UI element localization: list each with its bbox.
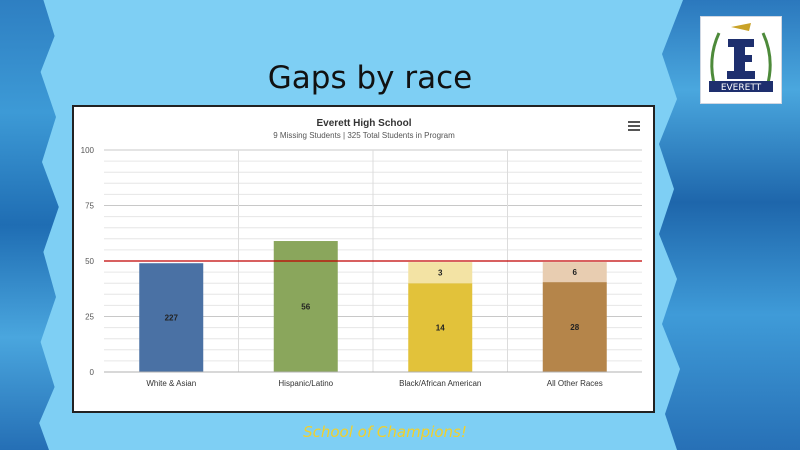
bar-segment[interactable]	[273, 241, 338, 372]
y-tick-label: 0	[90, 368, 95, 377]
y-tick-label: 50	[85, 257, 94, 266]
data-label: 3	[438, 269, 443, 278]
x-tick-label: Black/African American	[399, 379, 481, 388]
bar-segment[interactable]	[408, 262, 473, 284]
chart-subtitle: 9 Missing Students | 325 Total Students …	[273, 131, 455, 140]
bar-segment[interactable]	[542, 282, 607, 372]
y-tick-label: 100	[81, 146, 95, 155]
x-tick-label: All Other Races	[547, 379, 603, 388]
footer-slogan: School of Champions!	[303, 423, 467, 441]
data-label: 14	[436, 324, 445, 333]
bar-segment[interactable]	[542, 262, 607, 283]
y-tick-label: 75	[85, 202, 94, 211]
data-label: 28	[570, 323, 579, 332]
bar-segment[interactable]	[408, 283, 473, 372]
school-logo: EVERETT	[700, 16, 782, 104]
bar-segment[interactable]	[139, 263, 204, 372]
x-tick-label: Hispanic/Latino	[278, 379, 333, 388]
hamburger-menu-icon[interactable]	[628, 121, 640, 131]
slide-title: Gaps by race	[267, 60, 473, 96]
data-label: 6	[573, 268, 578, 277]
logo-text: EVERETT	[721, 83, 762, 93]
bar-chart: Everett High School 9 Missing Students |…	[81, 118, 642, 388]
y-tick-label: 25	[85, 313, 94, 322]
chart-bars: 227 56 14 3 28 6	[139, 241, 607, 372]
data-label: 56	[301, 303, 310, 312]
x-tick-label: White & Asian	[146, 379, 196, 388]
chart-axis: 0 25 50 75 100 White & Asian Hispanic/Latino Bl…	[81, 146, 642, 388]
data-label: 227	[165, 314, 179, 323]
chart-panel: Everett High School 9 Missing Students |…	[72, 105, 655, 413]
chart-title: Everett High School	[316, 118, 411, 129]
